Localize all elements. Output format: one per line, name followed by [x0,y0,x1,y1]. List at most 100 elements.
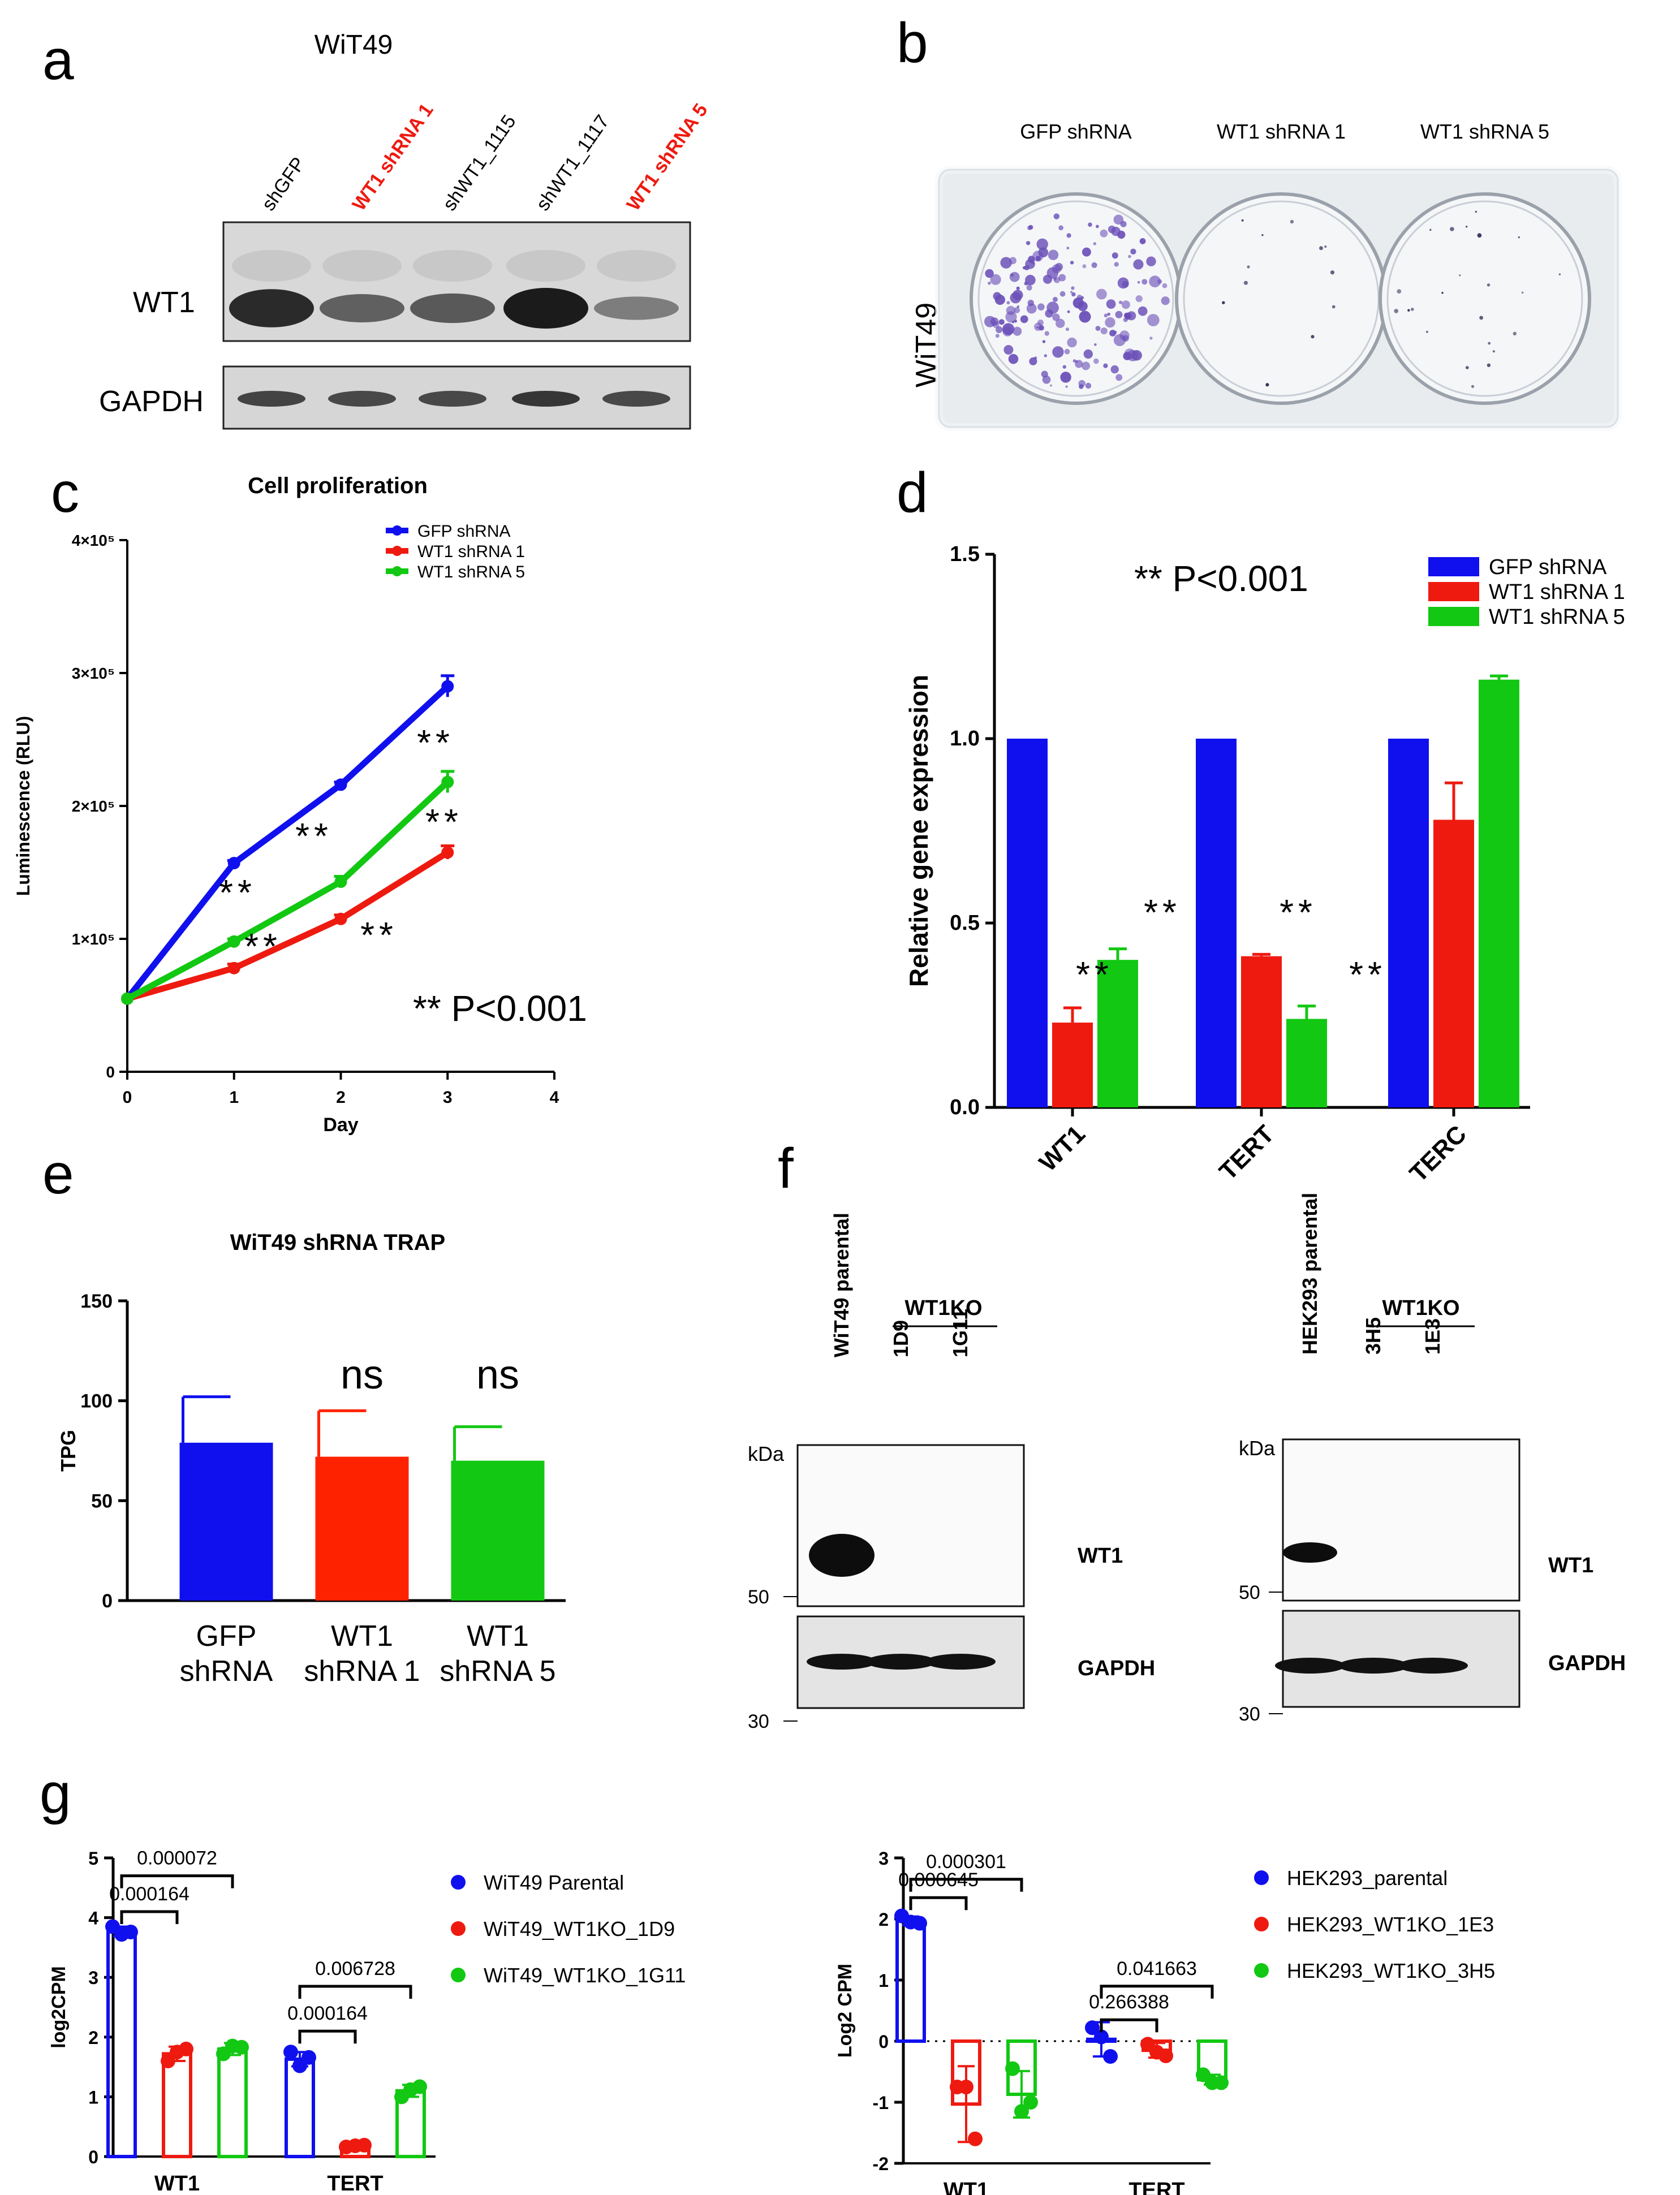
colony [1128,255,1131,258]
proliferation-chart: 0 1 2 3 4 0 1×10⁵ 2×10⁵ 3×10⁵ 4×10⁵ Day Luminescenc… [13,522,559,1136]
legend-label: WT1 shRNA 5 [1489,605,1625,629]
comparison-bracket [298,2029,357,2044]
y-tick-label: 0 [106,1063,115,1081]
colony [1093,242,1097,245]
colony [1100,229,1108,238]
colony [1013,290,1023,300]
bar [1286,1019,1327,1107]
bar [1388,739,1429,1107]
colony [1243,281,1248,285]
colony [1095,326,1101,331]
colony [1475,210,1477,213]
p-value-label: 0.041663 [1117,1958,1197,1980]
colony [1521,291,1524,294]
colony [1026,241,1031,245]
legend-label: HEK293_WT1KO_1E3 [1287,1913,1494,1936]
gapdh-band [512,391,580,407]
legend-label: WT1 shRNA 1 [1489,580,1625,604]
replicate-point [283,2045,298,2060]
legend-label: HEK293_WT1KO_3H5 [1287,1959,1495,1982]
y-axis-label: Log2 CPM [834,1964,856,2058]
colony [1026,284,1032,291]
replicate-point [1014,2104,1029,2119]
band-label-wt1: WT1 [1548,1554,1593,1577]
colony [1222,301,1225,304]
colony [1076,295,1083,300]
colony [1082,264,1087,269]
colony [1149,337,1153,340]
colony [1044,354,1048,357]
category-label: GFP [196,1620,257,1653]
data-point [441,680,454,693]
significance-mark: ** [219,872,256,913]
colony [1106,299,1116,309]
bar [179,1442,273,1601]
series-line [124,684,450,1001]
colony [1037,303,1045,311]
colony [1065,385,1068,388]
y-tick-label: 3 [878,1848,889,1869]
colony [1036,238,1048,250]
y-tick-label: 4 [88,1908,98,1929]
replicate-point [179,2041,193,2056]
colony [1093,358,1099,364]
legend-label: WT1 shRNA 5 [417,563,525,581]
y-tick-label: 2×10⁵ [72,797,115,815]
background-smear [232,250,311,282]
colony [1123,352,1131,360]
data-point [334,875,347,888]
legend-swatch [1428,607,1479,626]
colony [1109,330,1116,337]
category-label: TERT [327,2172,383,2195]
panel-f: f WiT49 parental 1D9 1G11WT1KOkDa5030WT1GA… [748,1137,1626,1732]
colony [1041,370,1048,378]
colony [1046,267,1059,279]
panel-d: d 0.0 0.5 1.0 1.5 Relative gene expression WT… [897,461,1625,1188]
colony [1137,281,1140,284]
y-tick-label: 150 [80,1291,113,1312]
colony [1083,312,1086,316]
colony [1513,331,1517,335]
panel-label-e: e [42,1142,74,1206]
panel-b: b WiT49 GFP shRNA WT1 shRNA 1 WT1 shRNA … [897,11,1622,431]
band-label-gapdh: GAPDH [1548,1651,1626,1675]
colony [992,321,1000,328]
colony [1023,266,1026,270]
legend-marker [451,1921,466,1936]
comparison-bracket [909,1896,968,1911]
colony [1067,310,1070,313]
replicate-point [412,2079,427,2094]
lane-label: 1G11 [949,1309,972,1357]
colony [1119,330,1130,340]
colony [1027,226,1032,230]
colony [1056,318,1065,328]
wt1-band [229,289,314,327]
y-tick-label: 4×10⁵ [72,532,115,549]
y-tick-label: 100 [80,1391,113,1412]
colony [1078,301,1088,312]
replicate-point [968,2131,983,2146]
marker-30: 30 [1239,1704,1260,1725]
gapdh-band [925,1654,996,1670]
colony [1032,251,1044,262]
band-label-wt1: WT1 [1078,1544,1123,1568]
cell-line-label: WiT49 [315,30,393,60]
y-tick-label: 2 [878,1909,889,1930]
colony [1397,289,1402,294]
colony [1107,312,1110,316]
category-label: shRNA 5 [440,1655,555,1688]
colony [1290,219,1294,224]
data-point [227,857,240,870]
gapdh-band [1275,1658,1345,1674]
significance-mark: ** [295,816,333,856]
colony [1487,283,1491,287]
colony [1459,274,1461,277]
well-label-3: WT1 shRNA 5 [1420,120,1549,143]
colony [1033,322,1043,331]
colony [1147,314,1160,326]
colony [1241,219,1244,222]
significance-mark: ** [1349,954,1386,995]
marker-50: 50 [748,1586,769,1608]
data-point [441,775,454,788]
data-point [334,778,347,791]
